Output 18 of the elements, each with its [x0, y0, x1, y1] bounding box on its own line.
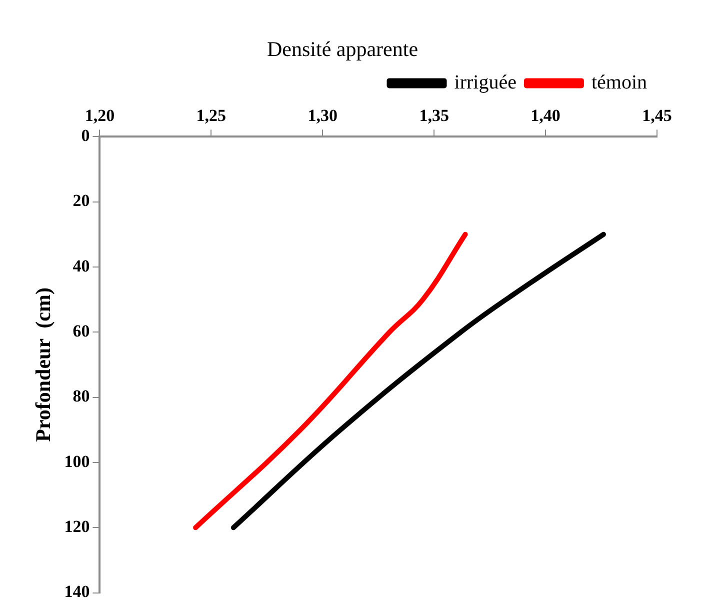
y-tick-label: 100	[64, 452, 90, 471]
legend-label: irriguée	[454, 71, 517, 94]
chart-title: Densité apparente	[266, 37, 418, 62]
y-tick-label: 20	[72, 191, 90, 210]
y-tick-label: 0	[81, 126, 90, 145]
x-tick-label: 1,40	[530, 106, 560, 125]
x-tick-label: 1,45	[642, 106, 672, 125]
y-tick-label: 40	[72, 256, 90, 276]
y-axis-title: Profondeur (cm)	[31, 288, 56, 442]
x-tick-label: 1,35	[419, 106, 449, 125]
x-tick-label: 1,30	[308, 106, 338, 125]
y-tick-label: 120	[64, 517, 90, 536]
y-tick-label: 60	[72, 322, 90, 341]
x-tick-label: 1,20	[84, 106, 115, 125]
legend-label: témoin	[591, 71, 647, 94]
x-tick-label: 1,25	[196, 106, 226, 125]
y-tick-label: 80	[72, 386, 90, 406]
y-tick-label: 140	[64, 582, 90, 602]
